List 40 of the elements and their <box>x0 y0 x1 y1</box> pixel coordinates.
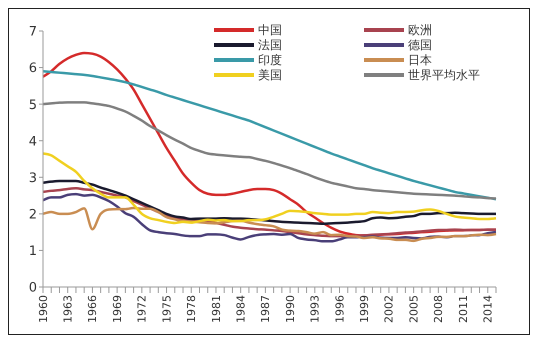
x-tick-label: 1969 <box>110 295 124 323</box>
y-tick-label: 7 <box>28 24 37 40</box>
legend-label: 印度 <box>258 53 282 67</box>
x-tick-label: 2011 <box>456 295 470 323</box>
x-tick-label: 1972 <box>136 295 149 323</box>
x-tick-label: 1987 <box>259 295 272 323</box>
x-tick-label: 1996 <box>333 295 346 323</box>
x-tick-label: 1963 <box>62 295 75 323</box>
legend-label: 欧洲 <box>408 23 432 37</box>
line-series <box>42 101 498 200</box>
x-tick-label: 1999 <box>358 295 372 323</box>
y-tick-label: 6 <box>28 61 37 76</box>
x-tick-label: 1981 <box>210 295 223 323</box>
y-tick-label: 4 <box>28 134 37 150</box>
x-tick-label: 1990 <box>284 295 297 323</box>
x-tick-label: 1978 <box>185 295 198 323</box>
x-tick-label: 2008 <box>432 295 446 323</box>
x-tick-label: 2014 <box>482 295 495 323</box>
x-tick-label: 1984 <box>234 295 248 323</box>
line-series <box>42 70 498 200</box>
y-tick-label: 2 <box>28 207 37 222</box>
y-tick-label: 1 <box>28 244 37 260</box>
legend-label: 日本 <box>408 53 432 67</box>
line-series <box>42 180 498 225</box>
x-tick-label: 2005 <box>407 295 420 323</box>
legend-label: 世界平均水平 <box>408 68 480 82</box>
line-series <box>42 206 498 242</box>
x-tick-label: 1993 <box>308 295 322 323</box>
y-tick-label: 3 <box>28 170 37 186</box>
legend-label: 法国 <box>258 38 282 52</box>
y-tick-label: 5 <box>28 98 37 113</box>
line-series <box>42 152 498 224</box>
legend-label: 中国 <box>258 23 282 37</box>
legend-label: 德国 <box>408 38 432 52</box>
x-tick-label: 1966 <box>86 295 100 323</box>
y-tick-label: 0 <box>28 280 37 296</box>
x-tick-label: 2002 <box>382 295 396 323</box>
x-tick-label: 1975 <box>160 295 174 323</box>
legend-label: 美国 <box>258 68 282 82</box>
x-tick-label: 1960 <box>36 295 50 323</box>
